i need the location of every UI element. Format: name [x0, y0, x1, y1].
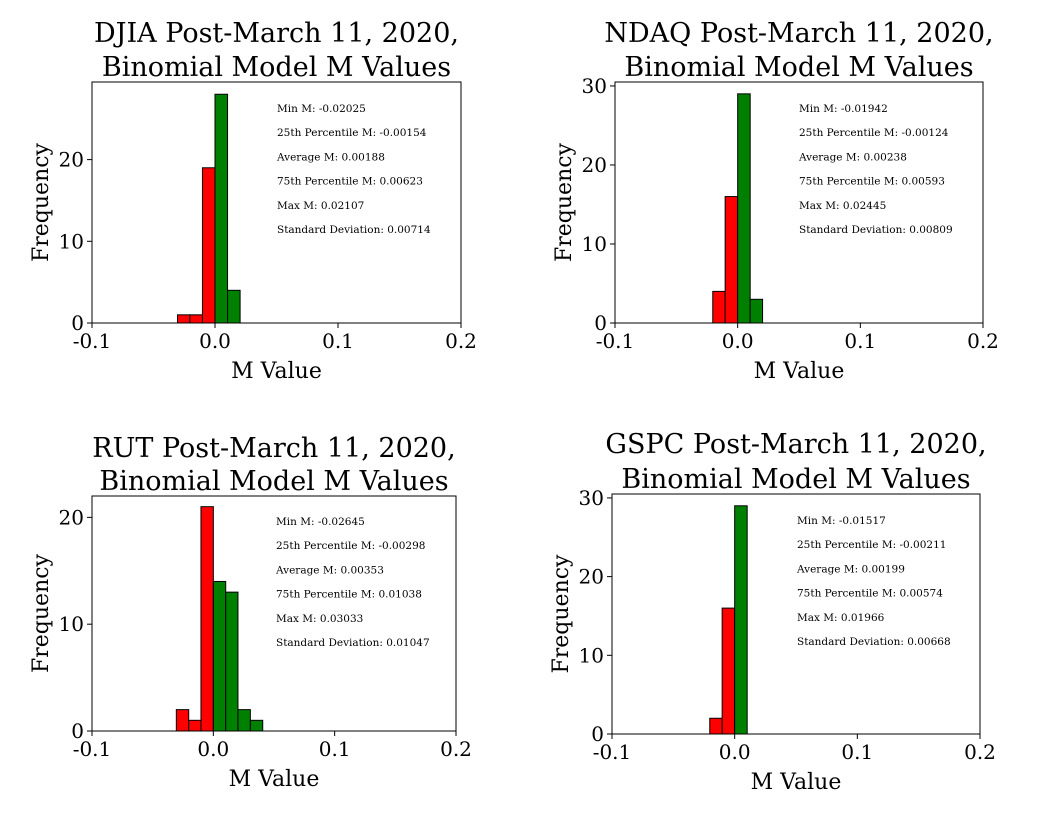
chart-title-line-2: Binomial Model M Values	[99, 466, 448, 497]
histogram-bar	[225, 591, 239, 732]
histogram-bar	[734, 505, 748, 735]
y-tick-label: 20	[579, 565, 604, 589]
stat-line: Min M: -0.02645	[276, 516, 365, 528]
x-tick-label: -0.1	[73, 329, 112, 353]
histogram-bar	[249, 719, 264, 732]
stat-line: Min M: -0.02025	[277, 103, 366, 115]
histogram-bar	[712, 290, 726, 324]
stat-line: Standard Deviation: 0.01047	[276, 637, 430, 649]
x-tick-label: 0.1	[319, 737, 351, 761]
chart-title-line-2: Binomial Model M Values	[621, 464, 970, 495]
x-tick-label: 0.2	[967, 329, 999, 353]
stat-line: Min M: -0.01942	[799, 103, 888, 115]
y-tick-label: 10	[579, 643, 604, 667]
x-tick-label: -0.1	[73, 737, 112, 761]
histogram-bar	[175, 709, 190, 732]
stat-line: Average M: 0.00353	[275, 564, 384, 576]
stat-line: 25th Percentile M: -0.00298	[276, 540, 425, 552]
chart-title-line-2: Binomial Model M Values	[102, 52, 451, 83]
stat-line: Standard Deviation: 0.00668	[797, 636, 951, 648]
plot-frame	[614, 81, 984, 324]
stat-line: 25th Percentile M: -0.00124	[799, 127, 949, 139]
histogram-bar	[176, 314, 191, 324]
x-tick-label: 0.2	[445, 329, 477, 353]
chart-title-line-1: GSPC Post-March 11, 2020,	[605, 429, 986, 460]
histogram-bar	[227, 289, 241, 324]
y-tick-label: 10	[59, 229, 84, 253]
chart-title-line-1: NDAQ Post-March 11, 2020,	[604, 18, 993, 49]
histogram-panel-3: RUT Post-March 11, 2020,Binomial Model M…	[29, 433, 472, 792]
chart-title-line-2: Binomial Model M Values	[624, 52, 973, 83]
stat-line: Max M: 0.02445	[799, 200, 886, 212]
histogram-bar	[201, 167, 216, 324]
x-tick-label: 0.0	[197, 737, 229, 761]
x-tick-label: 0.2	[440, 737, 472, 761]
x-tick-label: 0.2	[964, 740, 996, 764]
histogram-panel-2: NDAQ Post-March 11, 2020,Binomial Model …	[552, 18, 999, 384]
histogram-bar	[737, 93, 751, 324]
x-tick-label: -0.1	[596, 329, 635, 353]
y-tick-label: 10	[582, 232, 607, 256]
stat-line: Max M: 0.03033	[276, 613, 363, 625]
histogram-bar	[721, 607, 736, 735]
stat-line: 75th Percentile M: 0.00574	[797, 588, 943, 600]
y-axis-label: Frequency	[29, 553, 54, 673]
x-tick-label: 0.0	[719, 740, 751, 764]
y-tick-label: 30	[579, 486, 604, 510]
x-tick-label: 0.1	[844, 329, 876, 353]
stat-line: Min M: -0.01517	[797, 515, 886, 527]
stat-line: Average M: 0.00238	[798, 151, 907, 163]
y-axis-label: Frequency	[549, 554, 574, 674]
stat-line: 75th Percentile M: 0.00623	[277, 176, 423, 188]
y-tick-label: 20	[59, 148, 84, 172]
y-tick-label: 30	[582, 74, 607, 98]
y-tick-label: 0	[71, 311, 84, 335]
histogram-bar	[188, 719, 202, 732]
plot-frame	[91, 495, 457, 732]
histogram-bar	[709, 717, 723, 735]
histogram-bar	[724, 196, 739, 324]
stat-line: 75th Percentile M: 0.00593	[799, 176, 945, 188]
x-tick-label: 0.1	[322, 329, 354, 353]
histogram-bar	[237, 709, 251, 732]
stat-line: Max M: 0.02107	[277, 200, 364, 212]
x-axis-label: M Value	[754, 359, 845, 384]
stat-line: 75th Percentile M: 0.01038	[276, 589, 422, 601]
x-axis-label: M Value	[751, 770, 842, 795]
stat-line: Standard Deviation: 0.00714	[277, 224, 431, 236]
stat-line: 25th Percentile M: -0.00211	[797, 539, 946, 551]
plot-frame	[91, 81, 462, 324]
x-tick-label: 0.0	[199, 329, 231, 353]
x-tick-label: -0.1	[593, 740, 632, 764]
histogram-bar	[200, 506, 214, 732]
y-tick-label: 20	[59, 505, 84, 529]
x-axis-label: M Value	[231, 359, 322, 384]
stat-line: 25th Percentile M: -0.00154	[277, 127, 427, 139]
y-axis-label: Frequency	[552, 142, 577, 262]
y-tick-label: 0	[591, 722, 604, 746]
y-axis-label: Frequency	[29, 142, 54, 262]
x-tick-label: 0.0	[722, 329, 754, 353]
stat-line: Average M: 0.00199	[796, 563, 905, 575]
y-tick-label: 0	[594, 311, 607, 335]
histogram-bar	[189, 314, 203, 324]
plot-frame	[611, 493, 981, 735]
histogram-panel-4: GSPC Post-March 11, 2020, Binomial Model …	[549, 429, 996, 795]
chart-title-line-1: DJIA Post-March 11, 2020,	[94, 18, 459, 49]
stat-line: Max M: 0.01966	[797, 612, 885, 624]
y-tick-label: 20	[582, 153, 607, 177]
x-axis-label: M Value	[229, 767, 320, 792]
chart-title-line-1: RUT Post-March 11, 2020,	[92, 433, 455, 464]
y-tick-label: 10	[59, 612, 84, 636]
histogram-bar	[214, 93, 229, 324]
histogram-panel-1: DJIA Post-March 11, 2020,Binomial Model …	[29, 18, 477, 384]
x-tick-label: 0.1	[841, 740, 873, 764]
stat-line: Average M: 0.00188	[276, 151, 385, 163]
y-tick-label: 0	[71, 719, 84, 743]
histogram-bar	[749, 298, 764, 324]
histogram-bar	[212, 580, 227, 732]
stat-line: Standard Deviation: 0.00809	[799, 224, 953, 236]
